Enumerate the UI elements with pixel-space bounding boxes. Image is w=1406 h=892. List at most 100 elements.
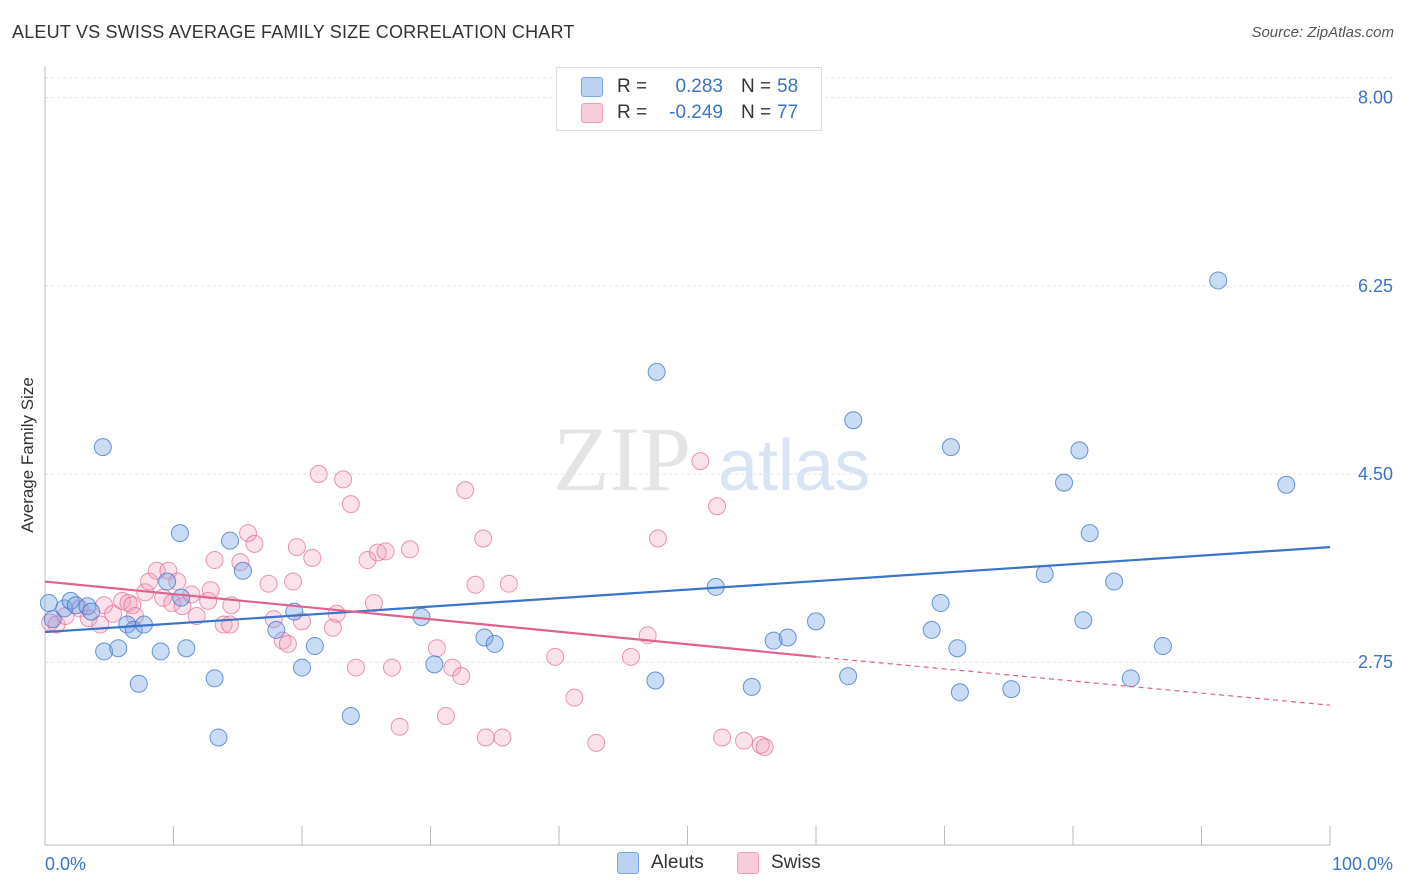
r-label: R =: [617, 76, 648, 97]
swiss-swatch: [581, 103, 603, 123]
aleuts-point: [221, 531, 240, 550]
tick-labels: 8.00 6.25 4.50 2.75 0.0% 100.0%: [45, 88, 1393, 874]
swiss-point: [436, 706, 455, 725]
aleuts-point: [233, 561, 252, 580]
aleuts-point: [1277, 475, 1296, 494]
aleuts-point: [778, 628, 797, 647]
swiss-point: [390, 717, 409, 736]
aleuts-point: [39, 594, 58, 613]
aleuts-trend-line: [44, 546, 1331, 634]
swiss-point: [303, 548, 322, 567]
swiss-point: [499, 574, 518, 593]
aleuts-point: [1074, 611, 1093, 630]
legend-row-aleuts: R = 0.283 N = 58: [581, 75, 798, 99]
swiss-point: [264, 610, 283, 629]
aleuts-point: [109, 639, 128, 658]
swiss-point: [456, 481, 475, 500]
aleuts-point: [1209, 271, 1228, 290]
aleuts-point: [209, 728, 228, 747]
source-label: Source: ZipAtlas.com: [1251, 24, 1394, 41]
aleuts-point: [158, 572, 177, 591]
aleuts-point: [172, 588, 191, 607]
x-tick-label: 100.0%: [1332, 854, 1393, 874]
legend-label-swiss: Swiss: [771, 852, 821, 873]
legend-item-swiss: Swiss: [737, 852, 821, 874]
swiss-point: [287, 538, 306, 557]
swiss-point: [123, 596, 142, 615]
watermark-zip: ZIP: [553, 408, 691, 510]
aleuts-point: [95, 642, 114, 661]
aleuts-point: [839, 667, 858, 686]
aleuts-swatch: [581, 77, 603, 97]
swiss-point: [259, 574, 278, 593]
swiss-point: [334, 470, 353, 489]
swiss-point: [452, 667, 471, 686]
aleuts-point: [1055, 473, 1074, 492]
swiss-point: [278, 634, 297, 653]
swiss-point: [565, 688, 584, 707]
swiss-point: [713, 728, 732, 747]
aleuts-point: [129, 674, 148, 693]
swiss-point: [587, 733, 606, 752]
aleuts-point: [55, 599, 74, 618]
aleuts-point: [82, 602, 101, 621]
n-value: 77: [777, 102, 799, 123]
swiss-point: [493, 728, 512, 747]
swiss-point: [239, 524, 258, 543]
aleuts-point: [764, 631, 783, 650]
swiss-point: [648, 529, 667, 548]
swiss-point: [474, 529, 493, 548]
data-points: [39, 271, 1296, 757]
aleuts-point: [742, 677, 761, 696]
n-value: 58: [777, 76, 799, 97]
swiss-point: [364, 594, 383, 613]
aleuts-point: [151, 642, 170, 661]
aleuts-point: [1070, 441, 1089, 460]
aleuts-point: [941, 438, 960, 457]
legend-label-aleuts: Aleuts: [651, 852, 704, 873]
watermark-atlas: atlas: [718, 426, 870, 506]
swiss-point: [273, 631, 292, 650]
correlation-legend: R = 0.283 N = 58 R = -0.249 N = 77: [556, 67, 822, 131]
aleuts-point: [170, 524, 189, 543]
aleuts-point: [922, 620, 941, 639]
aleuts-point: [305, 637, 324, 656]
chart-title: ALEUT VS SWISS AVERAGE FAMILY SIZE CORRE…: [12, 22, 575, 42]
aleuts-point: [93, 438, 112, 457]
legend-item-aleuts: Aleuts: [617, 852, 704, 874]
swiss-legend-swatch: [737, 852, 759, 874]
aleuts-point: [807, 612, 825, 631]
swiss-point: [376, 542, 395, 561]
trend-lines: [44, 546, 1331, 706]
x-tick-label: 0.0%: [45, 854, 86, 874]
swiss-point: [368, 543, 387, 562]
aleuts-legend-swatch: [617, 852, 639, 874]
swiss-trend-extension: [815, 656, 1331, 706]
swiss-point: [309, 465, 328, 484]
aleuts-point: [950, 683, 969, 702]
n-label: N =: [741, 102, 772, 123]
aleuts-point: [205, 669, 224, 688]
swiss-point: [104, 604, 123, 623]
aleuts-point: [177, 639, 196, 658]
aleuts-point: [1035, 565, 1054, 584]
aleuts-point: [1002, 680, 1021, 699]
swiss-point: [293, 612, 311, 631]
n-label: N =: [741, 76, 772, 97]
r-label: R =: [617, 102, 648, 123]
r-value: -0.249: [669, 102, 723, 123]
swiss-point: [476, 728, 495, 747]
swiss-point: [382, 658, 401, 677]
aleuts-point: [1153, 637, 1172, 656]
swiss-point: [113, 591, 132, 610]
y-tick-label: 6.25: [1358, 276, 1393, 296]
swiss-point: [691, 452, 710, 471]
swiss-point: [546, 647, 565, 666]
y-tick-label: 8.00: [1358, 88, 1393, 108]
aleuts-point: [1105, 572, 1124, 591]
series-legend: Aleuts Swiss: [0, 852, 1406, 878]
swiss-point: [427, 639, 446, 658]
y-tick-label: 4.50: [1358, 464, 1393, 484]
axes: [44, 66, 1331, 846]
